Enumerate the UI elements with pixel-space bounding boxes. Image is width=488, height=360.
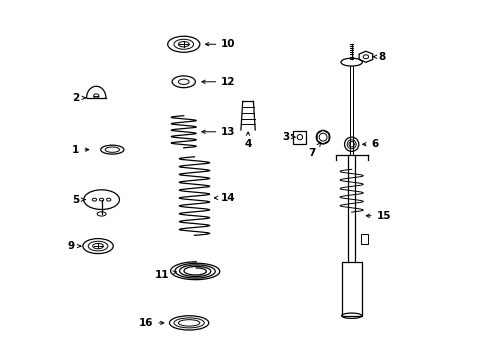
- Text: 5: 5: [72, 195, 85, 204]
- Text: 13: 13: [202, 127, 235, 137]
- Text: 12: 12: [202, 77, 235, 87]
- Text: 1: 1: [72, 145, 89, 155]
- Text: 4: 4: [244, 132, 251, 149]
- Text: 16: 16: [139, 318, 163, 328]
- Text: 3: 3: [281, 132, 294, 142]
- Text: 2: 2: [72, 93, 85, 103]
- Text: 14: 14: [214, 193, 235, 203]
- Text: 9: 9: [67, 241, 81, 251]
- Text: 7: 7: [308, 143, 320, 158]
- Text: 6: 6: [362, 139, 378, 149]
- Text: 10: 10: [205, 39, 235, 49]
- Text: 8: 8: [372, 52, 385, 62]
- Text: 11: 11: [155, 270, 176, 280]
- Text: 15: 15: [366, 211, 390, 221]
